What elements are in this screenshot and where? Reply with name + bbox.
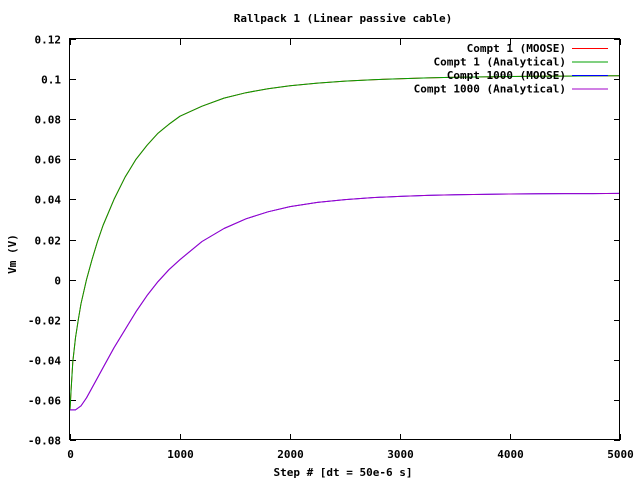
series-line-2: [70, 192, 621, 411]
x-tick-label: 4000: [497, 448, 524, 461]
series-lines: [69, 75, 621, 411]
series-line-1: [69, 75, 621, 410]
x-axis-label: Step # [dt = 50e-6 s]: [273, 466, 412, 479]
y-tick-label: -0.08: [28, 435, 61, 448]
y-tick-label: -0.04: [28, 355, 61, 368]
x-tick-label: 1000: [167, 448, 194, 461]
y-tick-label: 0.02: [35, 235, 62, 248]
legend-label: Compt 1 (MOOSE): [467, 42, 566, 55]
legend-label: Compt 1000 (Analytical): [414, 83, 566, 96]
y-axis-label: Vm (V): [6, 234, 19, 274]
x-tick-label: 5000: [607, 448, 634, 461]
y-tick-label: 0.08: [35, 114, 62, 127]
chart-title: Rallpack 1 (Linear passive cable): [234, 12, 453, 25]
y-tick-label: 0.12: [35, 34, 62, 47]
y-tick-label: 0: [54, 275, 61, 288]
legend-label: Compt 1 (Analytical): [434, 56, 566, 69]
y-tick-label: 0.06: [35, 154, 62, 167]
y-tick-label: -0.02: [28, 315, 61, 328]
ticks: -0.08 -0.06 -0.04 -0.02 0 0.02 0.04 0.06 0.08 0.1…: [28, 34, 634, 462]
plot-frame: [69, 38, 620, 440]
y-tick-label: -0.06: [28, 395, 61, 408]
legend: Compt 1 (MOOSE)Compt 1 (Analytical)Compt…: [414, 42, 608, 96]
series-line-0: [69, 75, 621, 410]
legend-label: Compt 1000 (MOOSE): [447, 69, 566, 82]
x-tick-label: 3000: [387, 448, 414, 461]
x-tick-label: 2000: [277, 448, 304, 461]
y-tick-label: 0.1: [41, 74, 61, 87]
series-line-3: [70, 192, 621, 411]
x-tick-label: 0: [67, 448, 74, 461]
y-tick-label: 0.04: [35, 194, 62, 207]
